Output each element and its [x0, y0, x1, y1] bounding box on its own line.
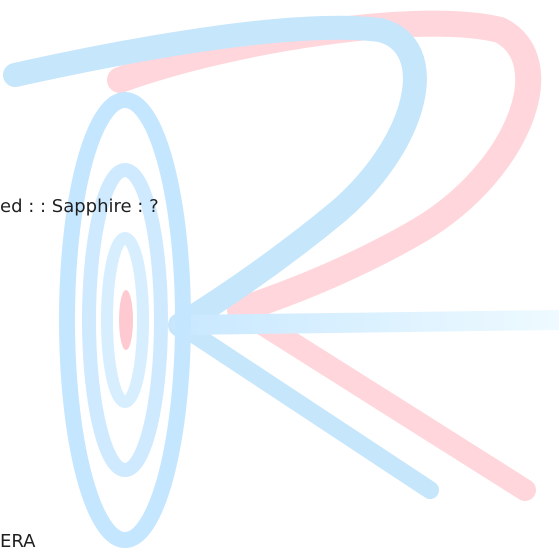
middle-ring [82, 163, 168, 477]
blue-r-arc [3, 15, 427, 337]
center-dot [119, 290, 133, 350]
inner-ring [101, 232, 149, 408]
blue-horizontal-arm [172, 310, 559, 335]
pink-r-leg [229, 299, 536, 501]
outer-ring [59, 92, 191, 548]
bottom-partial-text: ERA [0, 531, 36, 550]
sapphire-text-line: ed : : Sapphire : ? [0, 196, 159, 217]
blue-r-leg [171, 316, 439, 499]
